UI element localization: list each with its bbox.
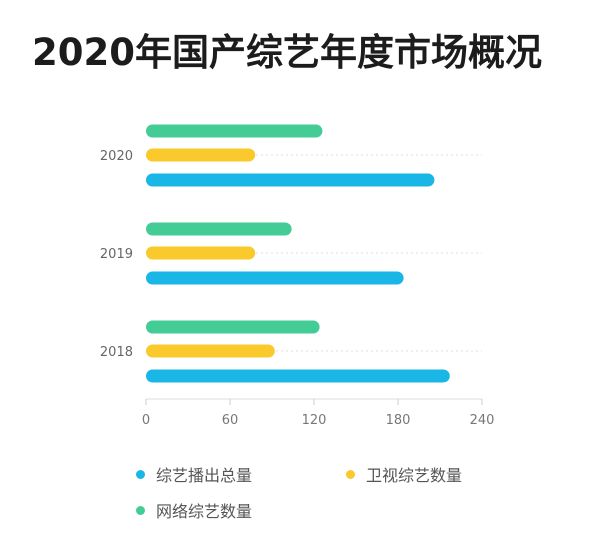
x-tick-label: 60 bbox=[222, 413, 239, 428]
legend-item-total[interactable]: 综艺播出总量 bbox=[136, 462, 252, 486]
category-label: 2020 bbox=[100, 149, 133, 164]
legend-label-satellite: 卫视综艺数量 bbox=[366, 466, 463, 485]
bar bbox=[146, 246, 256, 260]
category-label: 2018 bbox=[100, 345, 133, 360]
bar bbox=[146, 320, 320, 334]
legend-dot-satellite bbox=[346, 469, 355, 479]
legend-label-total: 综艺播出总量 bbox=[156, 466, 253, 485]
bar bbox=[146, 222, 292, 236]
legend-item-online[interactable]: 网络综艺数量 bbox=[136, 498, 252, 522]
legend-dot-online bbox=[136, 505, 145, 515]
x-tick-label: 180 bbox=[386, 413, 411, 428]
bar bbox=[146, 148, 256, 162]
x-tick-label: 240 bbox=[470, 413, 495, 428]
x-tick-label: 0 bbox=[142, 413, 150, 428]
legend-label-online: 网络综艺数量 bbox=[156, 502, 253, 521]
bar bbox=[146, 369, 450, 383]
bar bbox=[146, 173, 435, 187]
legend-dot-total bbox=[136, 469, 145, 479]
bar bbox=[146, 124, 323, 138]
bar bbox=[146, 271, 404, 285]
x-tick-label: 120 bbox=[302, 413, 327, 428]
legend-item-satellite[interactable]: 卫视综艺数量 bbox=[346, 462, 462, 486]
category-label: 2019 bbox=[100, 247, 133, 262]
chart-title: 2020年国产综艺年度市场概况 bbox=[32, 31, 542, 74]
bar bbox=[146, 344, 275, 358]
